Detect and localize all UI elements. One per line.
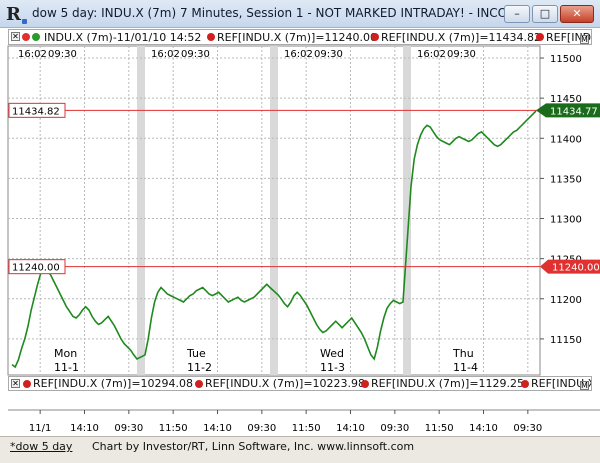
x-axis-area (0, 391, 600, 436)
lower-ref3-label: REF[INDU.X (7m)]=1129.25 (371, 377, 525, 390)
session-separator (137, 46, 145, 375)
reference-axis-marker (540, 259, 600, 274)
y-tick-label: 11300 (550, 215, 582, 226)
ref-dot-icon (371, 33, 379, 41)
maximize-button[interactable]: □ (532, 5, 558, 23)
lower-ref2-label: REF[INDU.X (7m)]=10223.98 (205, 377, 366, 390)
lower-ref1-label: REF[INDU.X (7m)]=10294.08 (33, 377, 194, 390)
minimize-button[interactable]: – (504, 5, 530, 23)
x-tick-label: 09:30 (513, 423, 542, 434)
symbol-label: INDU.X (7m)-11/01/10 14:52 (44, 31, 202, 44)
app-logo-icon: R (6, 4, 21, 25)
title-bar: R dow 5 day: INDU.X (7m) 7 Minutes, Sess… (0, 0, 600, 28)
session-open-label: 09:30 (314, 49, 343, 60)
session-open-label: 09:30 (181, 49, 210, 60)
x-tick-label: 09:30 (247, 423, 276, 434)
indicator-info-bar: ✕ INDU.X (7m)-11/01/10 14:52 REF[INDU.X … (8, 29, 592, 45)
session-open-label: 09:30 (447, 49, 476, 60)
session-separator (270, 46, 278, 375)
day-date-label: 11-2 (187, 361, 212, 374)
x-tick-label: 11:50 (159, 423, 188, 434)
x-tick-label: 11:50 (292, 423, 321, 434)
lower-ref4-label: REF[INDU.X (531, 377, 592, 390)
day-label: Thu (452, 347, 474, 360)
x-tick-label: 14:10 (469, 423, 498, 434)
status-dot-red-icon (22, 33, 30, 41)
session-close-label: 16:02 (417, 49, 446, 60)
day-label: Wed (320, 347, 344, 360)
current-price-marker (536, 103, 600, 118)
price-series-line (11, 110, 537, 369)
session-open-label: 09:30 (48, 49, 77, 60)
day-date-label: 11-1 (54, 361, 79, 374)
y-tick-label: 11200 (550, 295, 582, 306)
window-title: dow 5 day: INDU.X (7m) 7 Minutes, Sessio… (32, 6, 519, 20)
lower-bar-maximize-icon[interactable]: M (580, 381, 589, 390)
day-label: Mon (54, 347, 77, 360)
reference-axis-label: 11240.00 (552, 263, 600, 274)
x-tick-label: 14:10 (203, 423, 232, 434)
ref-dot-icon (361, 380, 369, 388)
ref-dot-icon (23, 380, 31, 388)
current-price-label: 11434.77 (550, 106, 598, 117)
status-dot-green-icon (32, 33, 40, 41)
session-close-label: 16:02 (18, 49, 47, 60)
ref3-label: REF[INDU.X (7 (546, 31, 591, 44)
day-date-label: 11-3 (320, 361, 345, 374)
x-tick-label: 14:10 (336, 423, 365, 434)
y-tick-label: 11400 (550, 134, 582, 145)
y-tick-label: 11450 (550, 94, 582, 105)
lower-bar-close-icon[interactable]: ✕ (11, 379, 20, 388)
ref-dot-icon (536, 33, 544, 41)
info-bar-close-icon[interactable]: ✕ (11, 32, 20, 41)
info-bar-maximize-icon[interactable]: M (580, 35, 589, 44)
x-tick-label: 11:50 (425, 423, 454, 434)
status-bar: *dow 5 day Chart by Investor/RT, Linn So… (0, 436, 600, 463)
session-separator (403, 46, 411, 375)
reference-label: 11240.00 (12, 263, 60, 274)
x-tick-label: 09:30 (380, 423, 409, 434)
x-tick-label: 14:10 (70, 423, 99, 434)
reference-label-box (8, 102, 66, 118)
ref-dot-icon (207, 33, 215, 41)
ref2-label: REF[INDU.X (7m)]=11434.82 (381, 31, 542, 44)
session-close-label: 16:02 (151, 49, 180, 60)
x-tick-label: 09:30 (114, 423, 143, 434)
ref-dot-icon (195, 380, 203, 388)
reference-label-box (8, 259, 66, 275)
close-button[interactable]: ✕ (560, 5, 594, 23)
chart-credit: Chart by Investor/RT, Linn Software, Inc… (92, 440, 415, 453)
x-tick-label: 11/1 (29, 423, 51, 434)
day-date-label: 11-4 (453, 361, 478, 374)
ref1-label: REF[INDU.X (7m)]=11240.00 (217, 31, 378, 44)
app-logo-dot (22, 19, 27, 24)
reference-label: 11434.82 (12, 106, 60, 117)
chart-tab[interactable]: *dow 5 day (10, 440, 73, 453)
ref-dot-icon (521, 380, 529, 388)
session-close-label: 16:02 (284, 49, 313, 60)
price-chart[interactable]: 1115011200112501130011350114001145011500… (0, 0, 600, 436)
y-tick-label: 11350 (550, 174, 582, 185)
y-tick-label: 11500 (550, 54, 582, 65)
y-tick-label: 11150 (550, 335, 582, 346)
day-label: Tue (186, 347, 206, 360)
lower-info-bar: ✕ REF[INDU.X (7m)]=10294.08 REF[INDU.X (… (8, 376, 592, 391)
